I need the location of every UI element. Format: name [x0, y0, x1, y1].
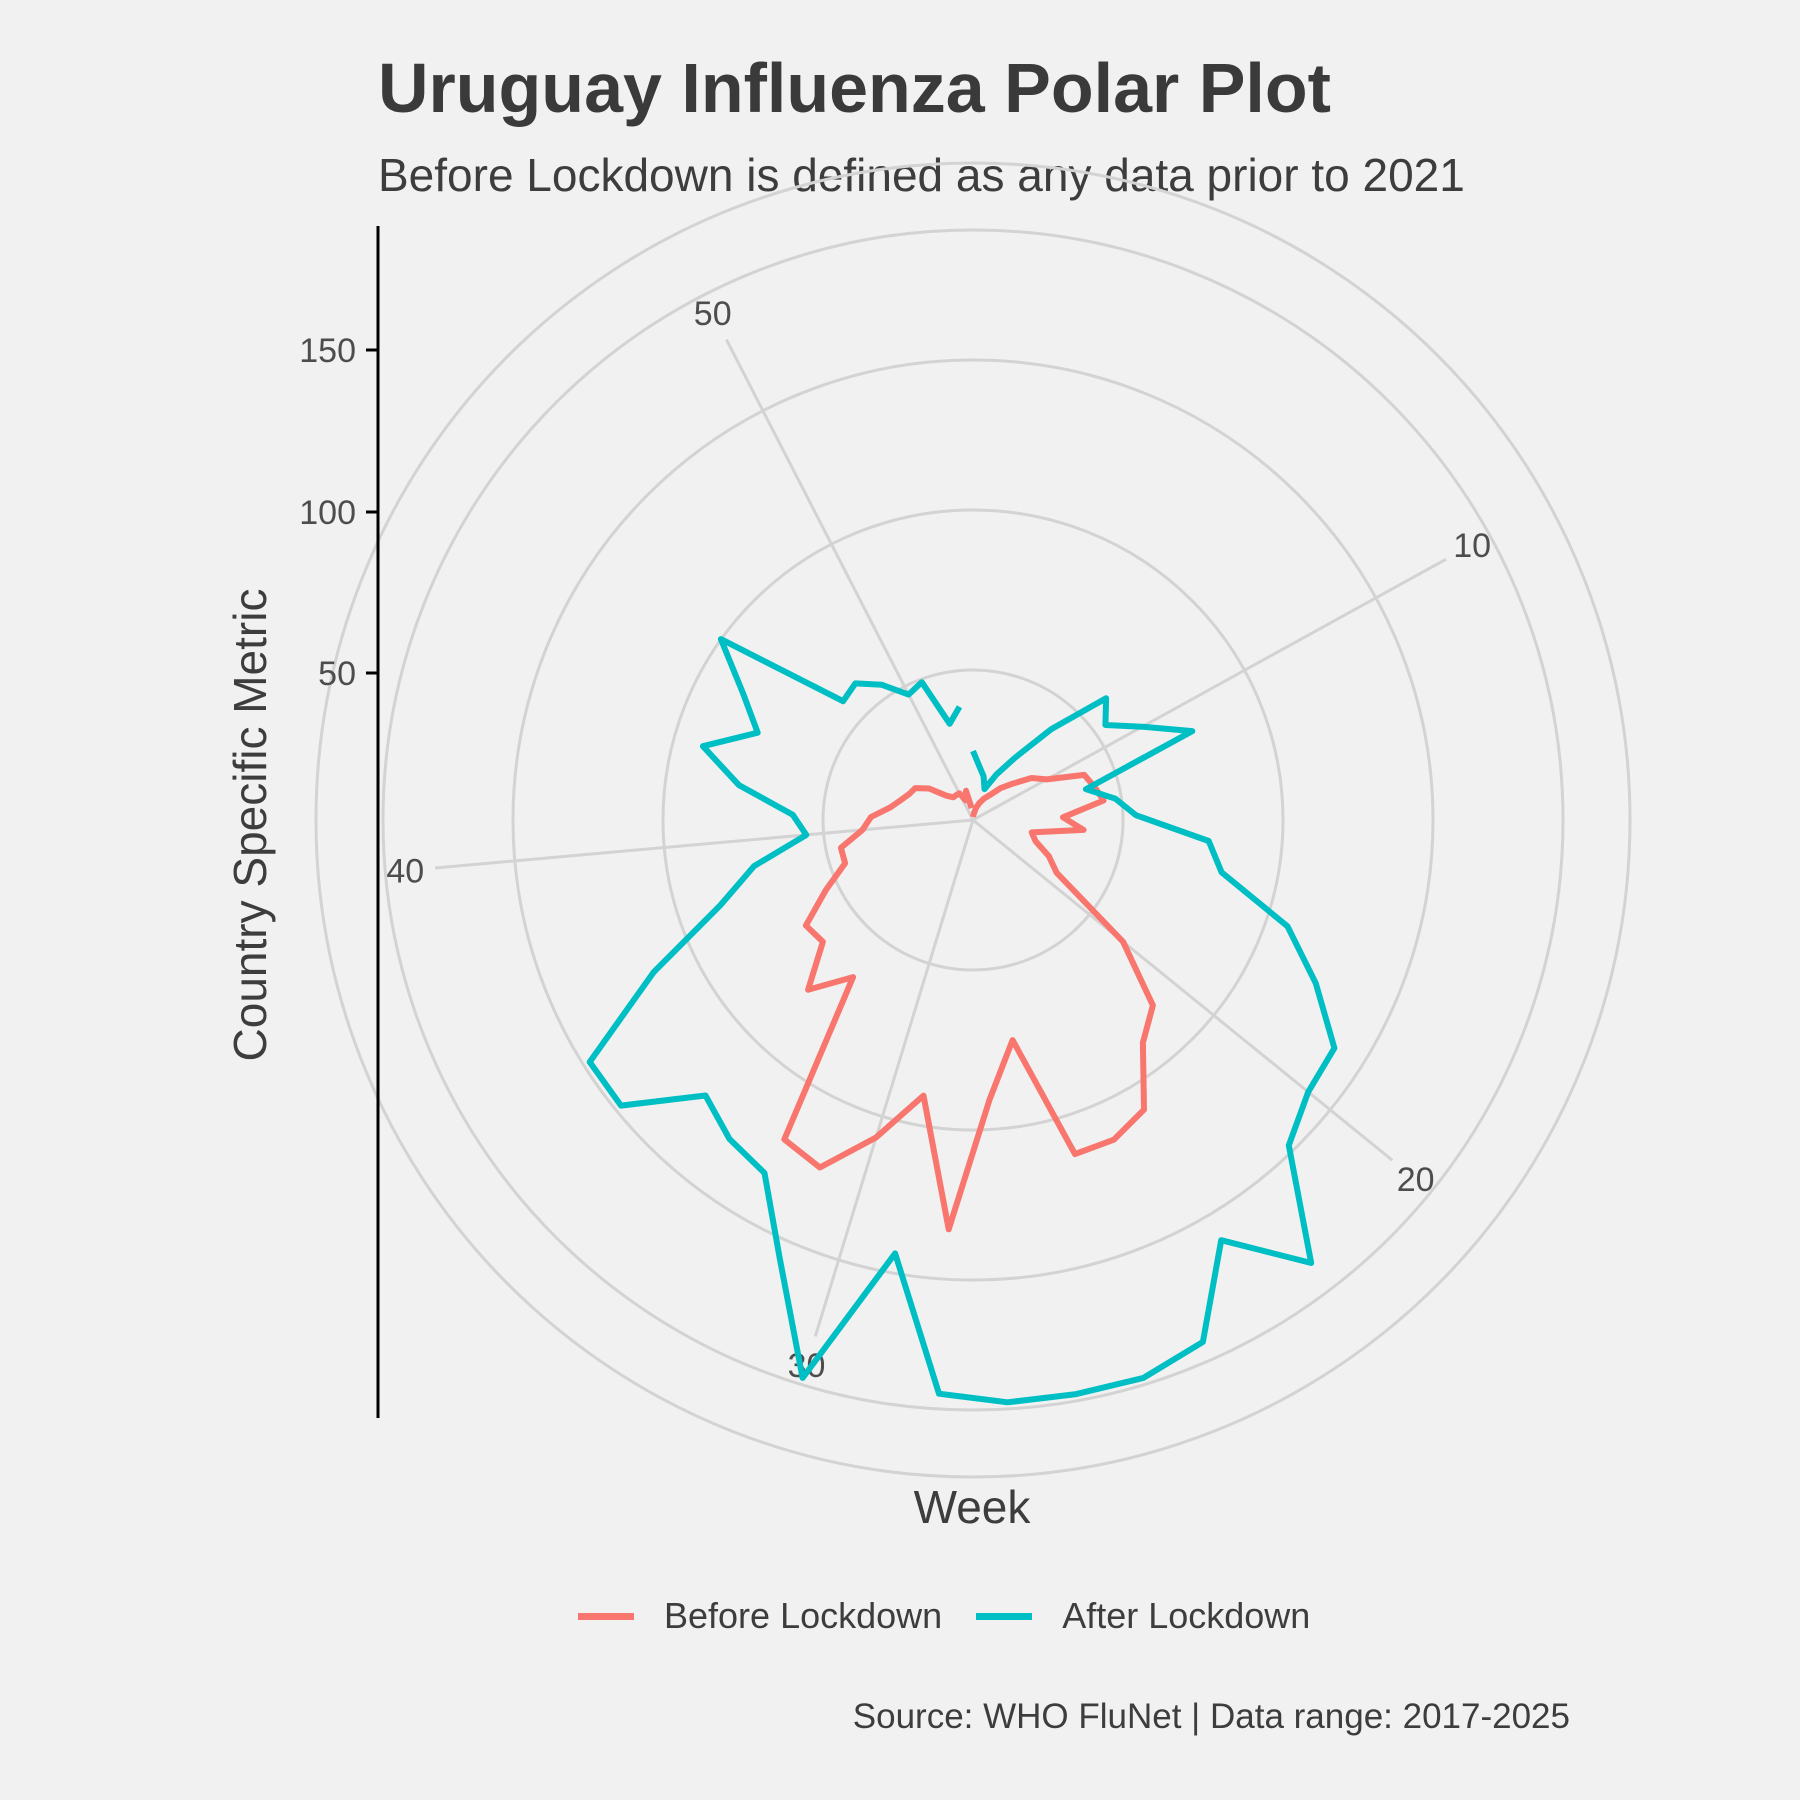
x-tick-label-50: 50	[694, 295, 732, 333]
source-caption: Source: WHO FluNet | Data range: 2017-20…	[852, 1697, 1570, 1736]
y-tick-label-50: 50	[318, 655, 356, 693]
grid-circle-0	[821, 668, 1125, 972]
series-line-before-lockdown	[781, 771, 1156, 1233]
grid-spoke-20	[972, 818, 1394, 1162]
grid-circle-1	[661, 508, 1285, 1132]
x-axis-label: Week	[913, 1481, 1031, 1533]
legend-key-before	[578, 1612, 634, 1620]
x-tick-label-20: 20	[1397, 1161, 1435, 1199]
grid-circle-2	[511, 358, 1435, 1282]
x-tick-label-40: 40	[386, 853, 424, 891]
legend-key-after	[976, 1612, 1033, 1620]
chart-subtitle: Before Lockdown is defined as any data p…	[378, 149, 1465, 201]
grid-spoke-30	[813, 819, 975, 1337]
series-line-after-lockdown	[586, 636, 1338, 1406]
y-tick-label-150: 150	[299, 332, 356, 370]
legend-label-after: After Lockdown	[1062, 1595, 1311, 1636]
chart-title: Uruguay Influenza Polar Plot	[378, 49, 1331, 127]
grid-circle-4	[314, 161, 1632, 1479]
grid-spoke-50	[725, 338, 975, 821]
grid-spoke-40	[434, 818, 974, 870]
legend-item-before: Before Lockdown	[578, 1595, 942, 1637]
legend: Before Lockdown After Lockdown	[578, 1595, 1310, 1637]
legend-item-after: After Lockdown	[976, 1595, 1310, 1637]
grid-circle-3	[381, 228, 1565, 1412]
legend-label-before: Before Lockdown	[664, 1595, 943, 1636]
y-tick-label-100: 100	[299, 494, 356, 532]
x-tick-label-10: 10	[1453, 527, 1491, 565]
